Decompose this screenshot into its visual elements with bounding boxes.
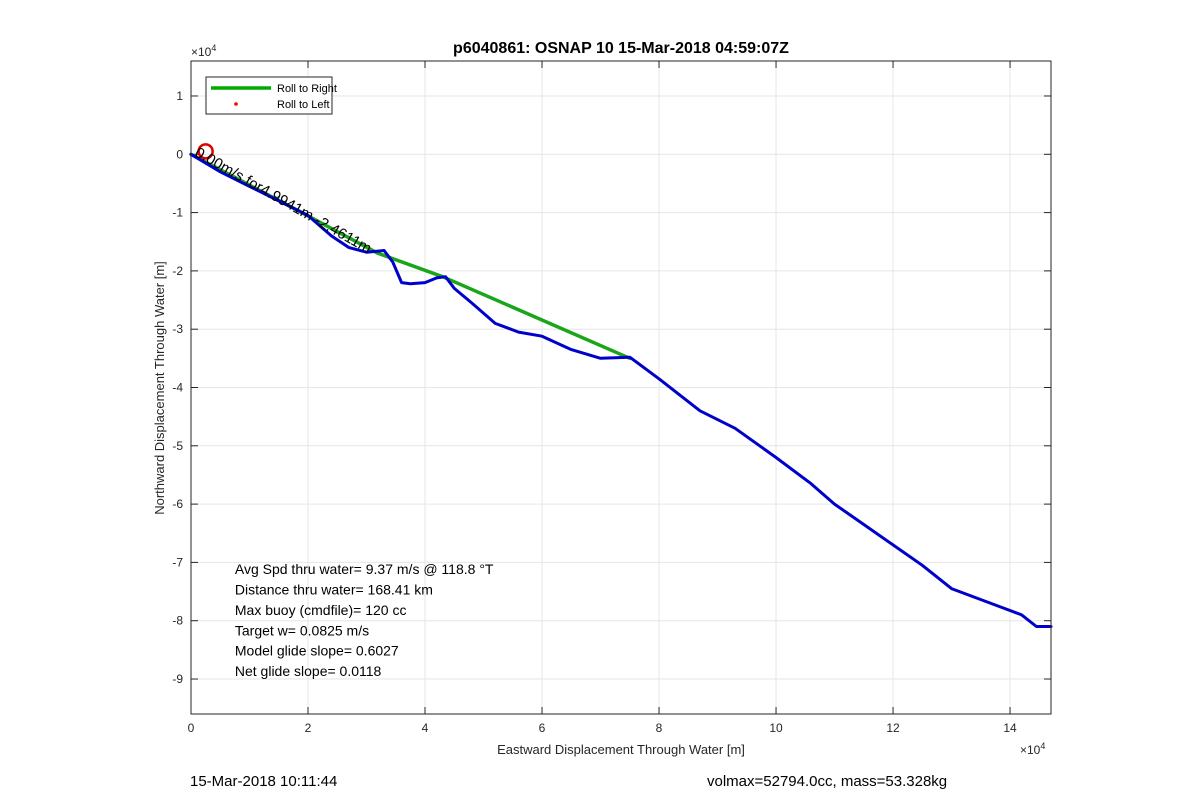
overlay-text: 0.00m/s for4.9941m -2.4611m xyxy=(192,144,374,257)
y-tick-label: -6 xyxy=(172,497,183,511)
x-tick-label: 14 xyxy=(1003,721,1017,735)
stats-annotation: Model glide slope= 0.6027 xyxy=(235,643,399,659)
y-tick-label: -9 xyxy=(172,672,183,686)
legend: Roll to Right Roll to Left xyxy=(205,76,337,115)
marker-circle xyxy=(197,143,214,160)
x-tick-label: 6 xyxy=(539,721,546,735)
y-tick-label: 0 xyxy=(176,147,183,161)
x-exponent-base: ×10 xyxy=(1020,743,1041,757)
series-layer xyxy=(189,143,1053,628)
y-tick-label: -8 xyxy=(172,614,183,628)
y-tick-label: -5 xyxy=(172,439,183,453)
x-tick-label: 8 xyxy=(656,721,663,735)
y-axis-label: Northward Displacement Through Water [m] xyxy=(152,261,167,515)
y-tick-label: -4 xyxy=(172,381,183,395)
legend-label-roll-left: Roll to Left xyxy=(277,99,330,111)
x-tick-label: 10 xyxy=(769,721,783,735)
stats-annotation: Net glide slope= 0.0118 xyxy=(235,663,382,679)
y-exponent-base: ×10 xyxy=(191,45,212,59)
x-tick-label: 2 xyxy=(305,721,312,735)
stats-annotation: Distance thru water= 168.41 km xyxy=(235,581,433,597)
stats-annotation: Target w= 0.0825 m/s xyxy=(235,622,369,638)
footer-volmax-mass: volmax=52794.0cc, mass=53.328kg xyxy=(707,773,948,790)
stats-annotation: Max buoy (cmdfile)= 120 cc xyxy=(235,602,407,618)
y-tick-label: 1 xyxy=(176,89,183,103)
legend-label-roll-right: Roll to Right xyxy=(277,83,337,95)
axes-box xyxy=(190,60,1052,715)
footer-timestamp: 15-Mar-2018 10:11:44 xyxy=(190,773,338,790)
y-exponent-power: 4 xyxy=(211,43,216,53)
y-exponent-label: ×104 xyxy=(191,43,216,59)
y-tick-label: -7 xyxy=(172,555,183,569)
annotations-layer: 0.00m/s for4.9941m -2.4611m Avg Spd thru … xyxy=(192,144,494,679)
series-trajectory-line xyxy=(189,152,1053,628)
x-tick-label: 0 xyxy=(188,721,195,735)
x-exponent-label: ×104 xyxy=(1020,741,1045,757)
chart-title: p6040861: OSNAP 10 15-Mar-2018 04:59:07Z xyxy=(453,40,789,57)
legend-box xyxy=(205,76,333,115)
legend-swatch-roll-left xyxy=(234,102,238,106)
x-tick-label: 4 xyxy=(422,721,429,735)
grid-layer xyxy=(190,61,1051,714)
x-exponent-power: 4 xyxy=(1040,741,1045,751)
y-tick-label: -1 xyxy=(172,206,183,220)
y-tick-label: -2 xyxy=(172,264,183,278)
x-axis-label: Eastward Displacement Through Water [m] xyxy=(497,742,745,757)
stats-annotation: Avg Spd thru water= 9.37 m/s @ 118.8 °T xyxy=(235,561,494,577)
x-tick-label: 12 xyxy=(886,721,900,735)
y-tick-label: -3 xyxy=(172,322,183,336)
